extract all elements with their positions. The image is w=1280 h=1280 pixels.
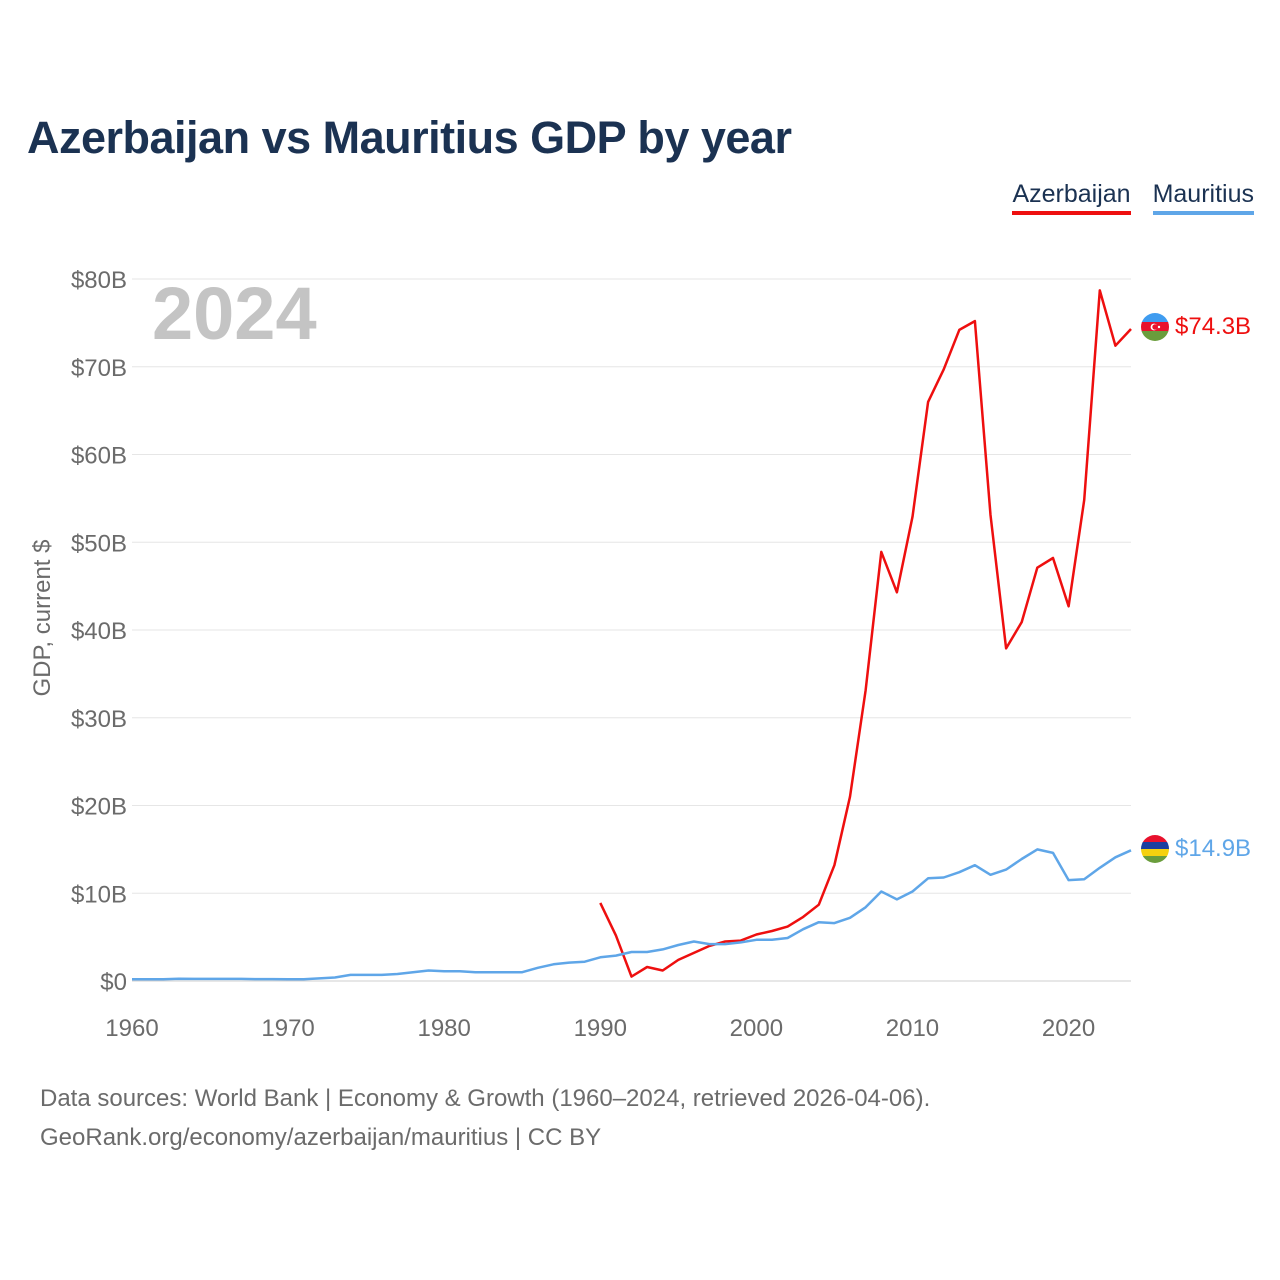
chart-title: Azerbaijan vs Mauritius GDP by year [27, 112, 792, 163]
azerbaijan-flag-icon [1141, 313, 1169, 341]
azerbaijan-end-label: $74.3B [1175, 313, 1251, 340]
y-tick-label: $50B [71, 530, 127, 557]
source-line-2[interactable]: GeoRank.org/economy/azerbaijan/mauritius… [40, 1124, 602, 1151]
year-watermark: 2024 [152, 272, 317, 355]
y-tick-label: $80B [71, 267, 127, 294]
y-axis-label: GDP, current $ [29, 540, 56, 697]
series-lines [132, 289, 1132, 981]
y-tick-label: $40B [71, 618, 127, 645]
gridlines [132, 278, 1131, 982]
x-tick-label: 1980 [417, 1015, 470, 1042]
x-tick-label: 1960 [105, 1015, 158, 1042]
y-tick-label: $60B [71, 443, 127, 470]
mauritius-end-label: $14.9B [1175, 835, 1251, 862]
mauritius-flag-icon [1141, 835, 1169, 863]
x-tick-label: 2000 [730, 1015, 783, 1042]
series-line-azerbaijan [599, 289, 1132, 978]
y-tick-label: $10B [71, 881, 127, 908]
source-line-1: Data sources: World Bank | Economy & Gro… [40, 1085, 931, 1112]
x-axis-tick-labels: 1960 1970 1980 1990 2000 2010 2020 [105, 1015, 1095, 1042]
legend: Azerbaijan Mauritius [1012, 180, 1254, 215]
legend-item-azerbaijan[interactable]: Azerbaijan [1012, 180, 1131, 215]
y-tick-label: $0 [100, 969, 127, 996]
legend-item-mauritius[interactable]: Mauritius [1152, 180, 1254, 215]
y-tick-label: $20B [71, 794, 127, 821]
y-tick-label: $30B [71, 706, 127, 733]
x-tick-label: 2010 [886, 1015, 939, 1042]
series-line-mauritius [132, 848, 1132, 981]
x-tick-label: 2020 [1042, 1015, 1095, 1042]
y-tick-label: $70B [71, 355, 127, 382]
x-tick-label: 1990 [574, 1015, 627, 1042]
y-axis-tick-labels: $0 $10B $20B $30B $40B $50B $60B $70B $80B [71, 267, 127, 996]
x-tick-label: 1970 [261, 1015, 314, 1042]
